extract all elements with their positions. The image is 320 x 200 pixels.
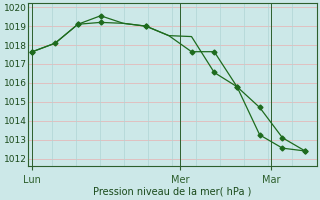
X-axis label: Pression niveau de la mer( hPa ): Pression niveau de la mer( hPa ) <box>93 187 252 197</box>
